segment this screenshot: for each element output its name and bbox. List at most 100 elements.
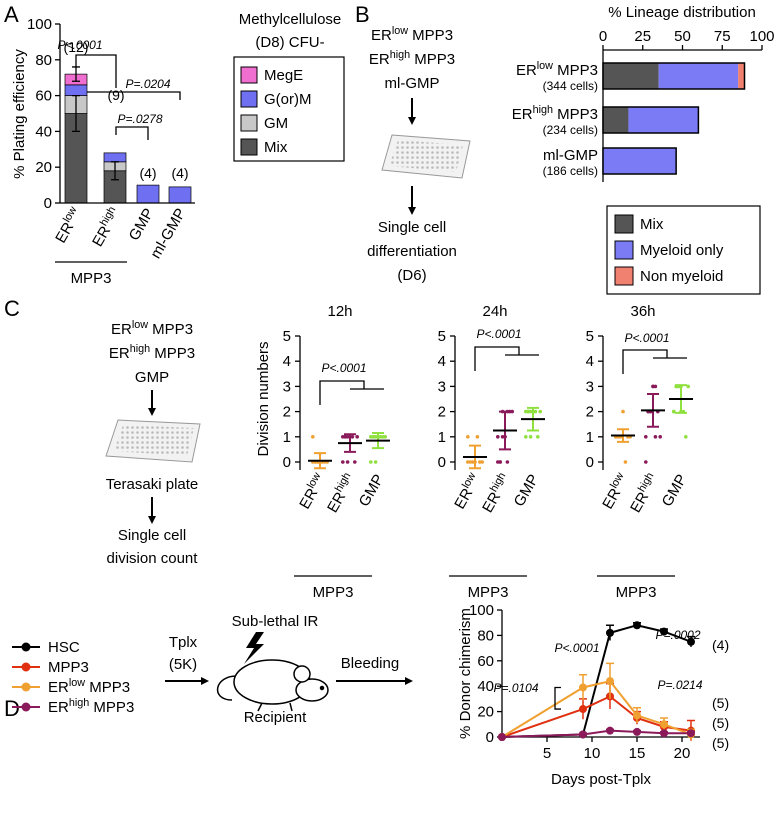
y-axis-label: % Donor chimerism <box>457 608 474 739</box>
bar-segment <box>603 63 659 89</box>
y-tick-label: 2 <box>438 404 446 421</box>
panel-label: A <box>4 2 19 27</box>
data-point <box>510 409 514 414</box>
diagram-text: division count <box>107 550 199 567</box>
x-tick-label: ERhigh <box>625 471 662 516</box>
diagram-text: Sub-lethal IR <box>232 613 319 630</box>
data-point <box>383 435 388 439</box>
plate-icon <box>381 134 471 179</box>
legend-swatch <box>240 90 258 108</box>
y-tick-label: 100 <box>469 602 494 619</box>
bar-segment <box>738 63 745 89</box>
data-point <box>526 409 530 414</box>
p-value: P<.0001 <box>57 38 102 52</box>
bar-outline <box>602 106 700 134</box>
mouse-icon <box>216 659 329 712</box>
legend-label: Myeloid only <box>640 242 724 259</box>
data-point <box>660 627 668 636</box>
diagram-text: Terasaki plate <box>106 476 199 493</box>
y-tick-label: 0 <box>438 454 446 471</box>
y-tick-label: 2 <box>586 404 594 421</box>
p-value: P=.0104 <box>493 681 538 695</box>
legend-label: Mix <box>264 139 288 156</box>
y-tick-label: 1 <box>586 429 594 446</box>
bar-segment <box>628 107 699 133</box>
n-label: (5) <box>712 695 729 711</box>
legend-swatch <box>240 114 258 132</box>
x-tick-label: GMP <box>126 206 158 244</box>
legend-swatch <box>240 138 258 156</box>
legend-marker <box>21 662 31 672</box>
y-tick-label: 40 <box>35 123 52 140</box>
legend-label: ERhigh MPP3 <box>48 697 134 716</box>
data-point <box>345 460 350 464</box>
n-label: (4) <box>139 165 156 181</box>
n-label: (5) <box>712 715 729 731</box>
group-label: MPP3 <box>71 270 112 287</box>
x-tick-label: 15 <box>629 745 646 762</box>
diagram-text: ERhigh MPP3 <box>369 49 455 68</box>
diagram-text: GMP <box>135 369 169 386</box>
legend-box <box>606 205 761 295</box>
diagram-text: ml-GMP <box>385 75 440 92</box>
x-tick-label: 75 <box>714 28 731 45</box>
data-point <box>355 435 360 439</box>
legend-label: GM <box>264 115 288 132</box>
n-label: (4) <box>171 165 188 181</box>
diagram-text: Single cell <box>118 527 186 544</box>
y-tick-label: 4 <box>586 353 594 370</box>
group-label: MPP3 <box>468 584 509 601</box>
panel-label: C <box>4 296 20 321</box>
data-point <box>623 460 628 464</box>
legend-label: HSC <box>48 639 80 656</box>
data-point <box>672 409 676 414</box>
series-line <box>501 680 692 738</box>
data-point <box>505 460 510 464</box>
y-tick-label: 2 <box>283 404 291 421</box>
y-tick-sublabel: (234 cells) <box>543 123 598 137</box>
p-value: P=.0278 <box>117 112 162 126</box>
x-tick-label: ERhigh <box>322 471 359 516</box>
data-point <box>528 435 533 439</box>
y-tick-label: 4 <box>283 353 291 370</box>
diagram-text: (D6) <box>397 267 426 284</box>
x-tick-label: GMP <box>511 472 543 510</box>
x-tick-label: 10 <box>584 745 601 762</box>
y-tick-label: 20 <box>35 159 52 176</box>
diagram-text: Bleeding <box>341 655 399 672</box>
bar-segment <box>603 148 677 174</box>
diagram-text: ERhigh MPP3 <box>109 343 195 362</box>
diagram-text: ERlow MPP3 <box>371 25 453 44</box>
data-point <box>606 677 614 686</box>
data-point <box>498 460 503 464</box>
data-point <box>369 460 373 464</box>
y-axis-label: Division numbers <box>255 341 272 456</box>
n-label: (9) <box>107 87 124 103</box>
diagram-text: differentiation <box>367 243 457 260</box>
data-point <box>373 460 378 464</box>
y-tick-label: ml-GMP <box>543 147 598 164</box>
data-point <box>579 705 587 714</box>
group-label: MPP3 <box>616 584 657 601</box>
p-value: P<.0001 <box>321 361 366 375</box>
bracket <box>79 91 181 101</box>
error-bar <box>111 161 119 181</box>
y-tick-label: 60 <box>477 653 494 670</box>
data-point <box>606 628 614 637</box>
series-line <box>501 695 692 738</box>
data-point <box>653 435 658 439</box>
y-tick-label: 0 <box>283 454 291 471</box>
legend-swatch <box>614 266 634 286</box>
bar-outline <box>602 62 746 90</box>
data-point <box>538 409 542 414</box>
data-point <box>660 720 668 729</box>
bar-segment <box>658 63 739 89</box>
legend-label: MegE <box>264 67 303 84</box>
legend-marker <box>21 642 31 652</box>
legend-box <box>233 56 345 162</box>
n-label: (5) <box>712 735 729 751</box>
x-tick-label: 5 <box>543 745 551 762</box>
data-point <box>311 435 315 439</box>
p-value: P=.0002 <box>655 628 700 642</box>
x-tick-label: 25 <box>634 28 651 45</box>
